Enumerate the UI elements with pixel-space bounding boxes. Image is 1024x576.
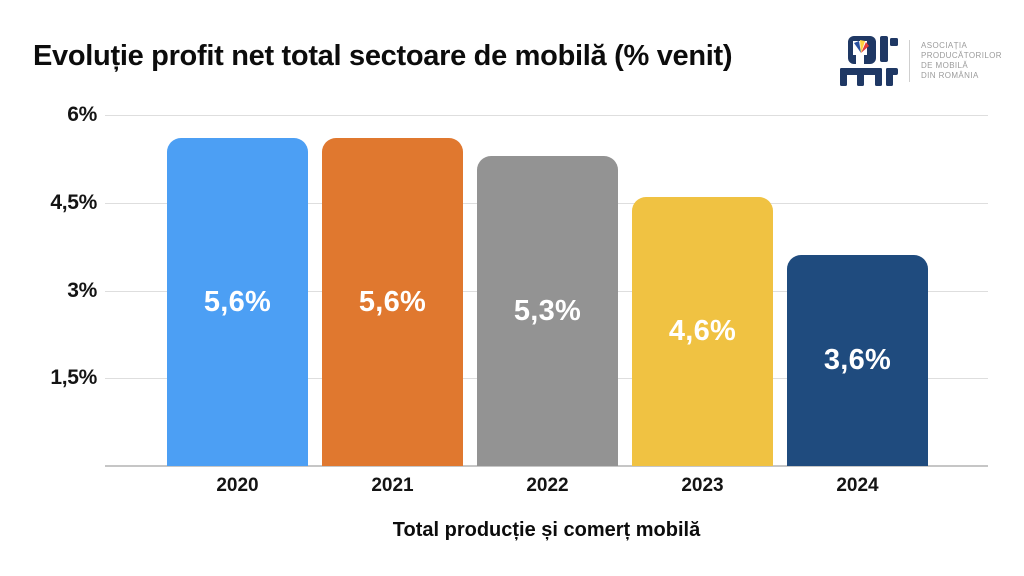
x-axis-title: Total producție și comerț mobilă [392,519,701,541]
bar-value-label: 4,6% [668,315,737,347]
y-tick-label: 6% [67,103,97,126]
logo-org-name: ASOCIAȚIA PRODUCĂTORILOR DE MOBILĂ DIN R… [921,41,1002,81]
flag-red-triangle [860,42,869,53]
gridline [105,115,988,116]
y-tick-label: 4,5% [50,191,97,214]
bar: 3,6% [787,255,928,466]
flag-blue-triangle [853,41,861,53]
logo-org-line: DE MOBILĂ [920,61,969,70]
x-tick-label: 2022 [526,475,569,496]
logo-divider [908,40,910,82]
bar: 4,6% [632,197,773,466]
bar-value-label: 5,6% [358,285,427,318]
logo-org-line: DIN ROMÂNIA [920,71,979,80]
apmr-logo-mark-icon [839,36,898,86]
x-tick-label: 2024 [836,475,879,496]
y-tick-label: 1,5% [50,366,97,389]
y-tick-label: 3% [67,279,97,302]
x-tick-label: 2021 [371,475,414,496]
bar: 5,6% [322,138,463,466]
apmr-logo: ASOCIAȚIA PRODUCĂTORILOR DE MOBILĂ DIN R… [839,36,1002,86]
bar: 5,3% [477,156,618,466]
flag-yellow-triangle [859,40,865,53]
x-axis-line [105,465,988,467]
page-title: Evoluție profit net total sectoare de mo… [33,40,733,72]
x-tick-label: 2023 [681,475,724,496]
bar-value-label: 5,3% [513,294,582,327]
bar-value-label: 5,6% [203,285,272,318]
bar: 5,6% [167,138,308,466]
logo-org-line: ASOCIAȚIA [920,41,968,50]
logo-org-line: PRODUCĂTORILOR [920,51,1002,60]
bar-value-label: 3,6% [823,344,892,376]
x-tick-label: 2020 [216,475,259,496]
